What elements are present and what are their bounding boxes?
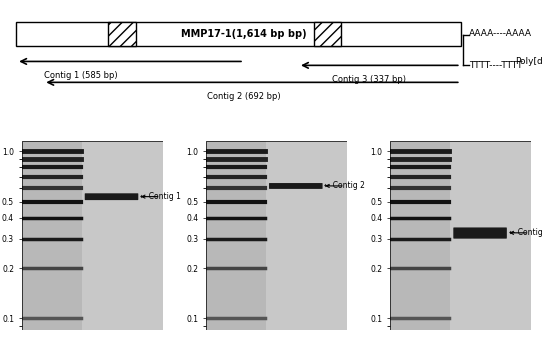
Text: MMP17-1(1,614 bp bp): MMP17-1(1,614 bp bp)	[181, 29, 307, 39]
Text: AAAA----AAAA: AAAA----AAAA	[469, 30, 532, 39]
Bar	[390, 100, 450, 344]
Bar	[450, 100, 531, 344]
Bar	[266, 100, 347, 344]
FancyBboxPatch shape	[453, 227, 507, 239]
Text: ← Contig 3: ← Contig 3	[508, 228, 542, 237]
Bar	[81, 100, 163, 344]
Text: Poly[dT]: Poly[dT]	[515, 57, 542, 66]
Bar	[22, 100, 81, 344]
Text: ← Contig 1: ← Contig 1	[140, 192, 181, 201]
FancyBboxPatch shape	[85, 193, 138, 200]
Text: TTTT----TTTT: TTTT----TTTT	[469, 61, 522, 70]
Bar	[16, 22, 461, 46]
FancyBboxPatch shape	[269, 183, 322, 189]
Bar	[206, 100, 266, 344]
Bar	[314, 22, 341, 46]
Bar	[108, 22, 136, 46]
Text: Contig 2 (692 bp): Contig 2 (692 bp)	[207, 92, 281, 100]
Text: Contig 1 (585 bp): Contig 1 (585 bp)	[44, 71, 118, 79]
Text: Contig 3 (337 bp): Contig 3 (337 bp)	[332, 75, 405, 84]
Text: ← Contig 2: ← Contig 2	[324, 181, 365, 191]
